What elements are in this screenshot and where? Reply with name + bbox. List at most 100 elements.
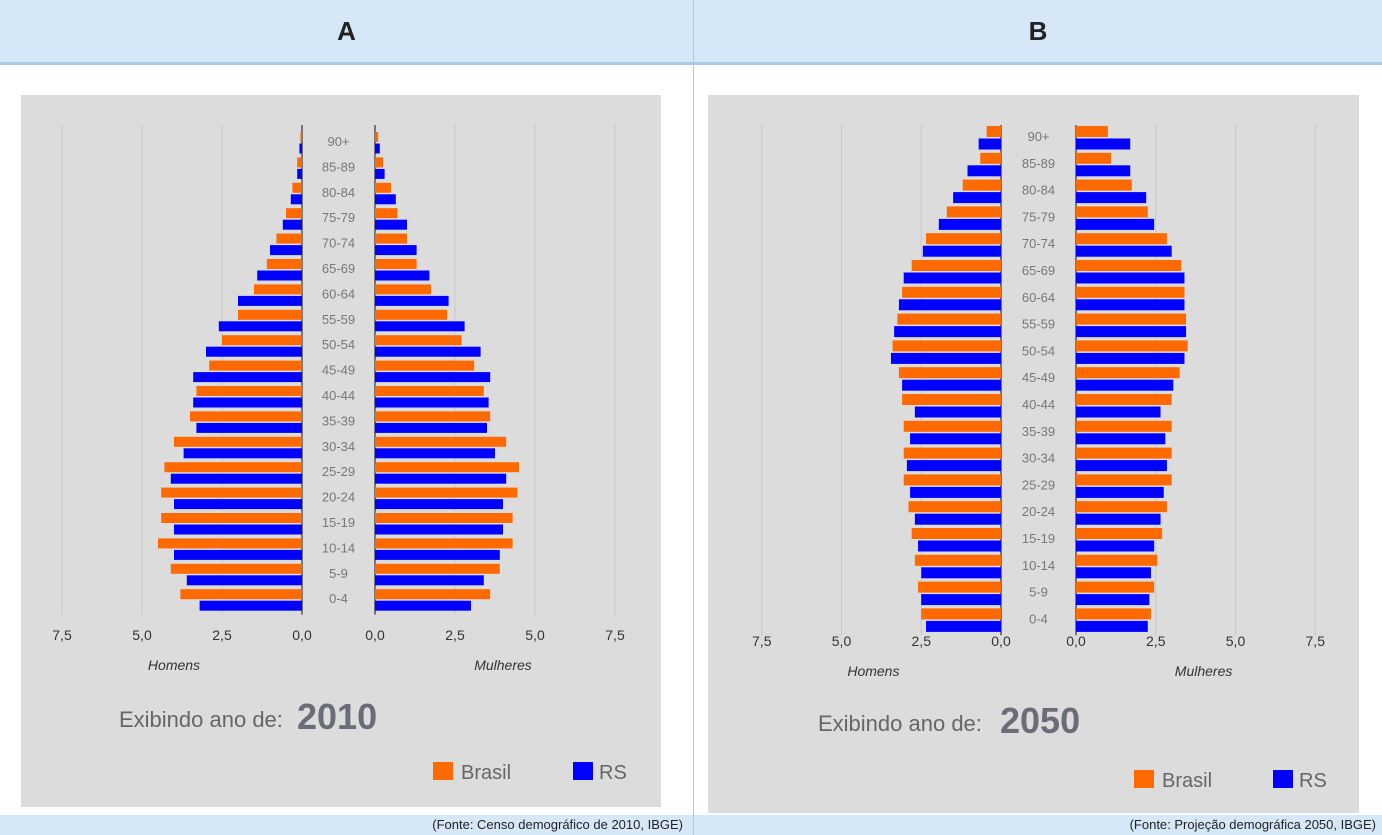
bar-rs-homens [926,620,1001,632]
bar-brasil-homens [238,309,302,320]
x-tick-label: 5,0 [132,627,152,643]
header-b: B [694,0,1382,65]
bar-brasil-homens [903,420,1001,432]
bar-rs-mulheres [375,473,507,484]
x-tick-label: 5,0 [1226,633,1246,649]
bar-rs-homens [218,321,302,332]
bar-rs-mulheres [375,397,489,408]
bar-rs-mulheres [1076,138,1131,150]
bar-brasil-mulheres [1076,420,1172,432]
bar-rs-homens [270,245,302,256]
bar-rs-homens [196,422,302,433]
age-group-label: 20-24 [322,490,355,505]
bar-brasil-mulheres [375,513,513,523]
pyramid-svg-a: 90+ 85-89 80-84 75-79 70-74 65-69 60-64 55-59 50… [52,125,627,784]
bar-rs-homens [898,299,1001,311]
bar-rs-homens [170,473,302,484]
bar-rs-mulheres [1076,352,1185,364]
age-group-label: 80-84 [1022,183,1055,198]
bar-rs-mulheres [375,499,503,510]
age-group-label: 65-69 [322,261,355,276]
age-group-label: 55-59 [322,312,355,327]
bar-rs-homens [914,406,1001,418]
bar-rs-homens [978,138,1001,150]
bar-brasil-mulheres [1076,313,1187,325]
bar-brasil-mulheres [375,360,475,371]
bar-rs-mulheres [1076,567,1151,579]
bar-rs-mulheres [375,422,487,433]
bar-brasil-mulheres [1076,206,1148,218]
bar-brasil-homens [190,411,302,422]
bar-brasil-homens [161,487,302,498]
age-group-label: 30-34 [322,439,355,454]
x-tick-label: 7,5 [1306,633,1326,649]
bar-rs-homens [921,567,1001,579]
legend-swatch-rs [1273,770,1293,788]
age-group-label: 5-9 [1029,585,1048,600]
x-tick-label: 2,5 [212,627,232,643]
bar-rs-homens [206,346,302,357]
source-footer-b: (Fonte: Projeção demográfica 2050, IBGE) [694,815,1382,835]
bar-brasil-homens [158,538,302,549]
bar-brasil-mulheres [1076,447,1172,459]
source-footer-a: (Fonte: Censo demográfico de 2010, IBGE) [0,815,694,835]
age-group-label: 85-89 [1022,156,1055,171]
age-group-label: 25-29 [322,464,355,479]
pyramid-chart-b: 90+ 85-89 80-84 75-79 70-74 65-69 60-64 55-59 50… [708,95,1359,813]
bar-rs-mulheres [1076,406,1161,418]
bar-brasil-mulheres [1076,394,1172,405]
bar-brasil-homens [897,313,1001,325]
bar-rs-mulheres [375,143,380,154]
bar-rs-mulheres [1076,218,1155,230]
bar-brasil-homens [222,335,302,346]
age-group-label: 10-14 [1022,558,1055,573]
bar-rs-homens [238,295,302,306]
bar-brasil-homens [196,386,302,396]
bar-rs-mulheres [375,321,465,332]
bar-rs-mulheres [375,270,430,281]
bar-rs-mulheres [1076,540,1155,552]
bar-brasil-homens [908,501,1001,513]
bar-rs-homens [903,272,1001,284]
age-group-label: 15-19 [322,515,355,530]
bar-rs-mulheres [375,295,449,306]
bar-brasil-homens [903,474,1001,486]
bar-brasil-homens [962,179,1001,191]
bar-brasil-homens [174,436,302,447]
age-group-label: 70-74 [1022,236,1055,251]
bar-rs-homens [921,594,1001,606]
bar-brasil-homens [286,208,302,219]
bar-brasil-mulheres [375,563,500,574]
bar-rs-homens [910,433,1001,445]
bar-rs-homens [894,326,1001,338]
bar-brasil-mulheres [1076,528,1163,539]
bar-brasil-mulheres [375,462,519,473]
bar-brasil-homens [254,284,302,295]
age-group-label: 35-39 [1022,424,1055,439]
bar-brasil-mulheres [1076,367,1180,379]
bar-brasil-homens [921,608,1001,620]
x-tick-label: 0,0 [292,627,312,643]
bar-rs-mulheres [1076,620,1148,632]
bar-brasil-mulheres [1076,340,1188,352]
age-group-label: 60-64 [322,286,355,301]
bar-brasil-homens [902,286,1001,298]
bar-rs-homens [938,218,1001,230]
bar-rs-homens [953,192,1001,204]
bar-rs-homens [967,165,1001,177]
bar-rs-homens [297,168,302,179]
age-group-label: 70-74 [322,236,355,251]
x-tick-label: 0,0 [1066,633,1086,649]
bar-brasil-mulheres [375,589,491,600]
bar-brasil-homens [898,367,1001,379]
x-tick-label: 7,5 [752,633,772,649]
bar-brasil-mulheres [375,538,513,549]
bar-rs-homens [186,575,302,586]
bar-brasil-mulheres [1076,501,1167,513]
bar-rs-mulheres [1076,513,1161,525]
bar-brasil-mulheres [1076,608,1151,620]
bar-brasil-mulheres [375,182,391,193]
bar-brasil-homens [300,132,302,142]
year-prefix: Exibindo ano de: [119,707,283,732]
mulheres-label: Mulheres [474,657,532,673]
